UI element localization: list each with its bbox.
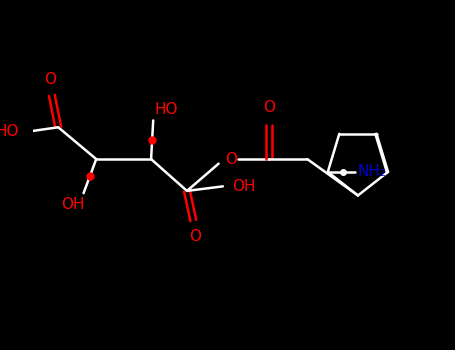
Text: HO: HO xyxy=(154,102,177,117)
Text: NH₂: NH₂ xyxy=(358,164,387,180)
Text: O: O xyxy=(189,229,202,244)
Text: HO: HO xyxy=(0,124,19,139)
Text: O: O xyxy=(44,72,56,87)
Text: O: O xyxy=(263,100,275,115)
Text: OH: OH xyxy=(232,179,256,194)
Text: O: O xyxy=(225,152,238,167)
Text: OH: OH xyxy=(61,197,85,212)
